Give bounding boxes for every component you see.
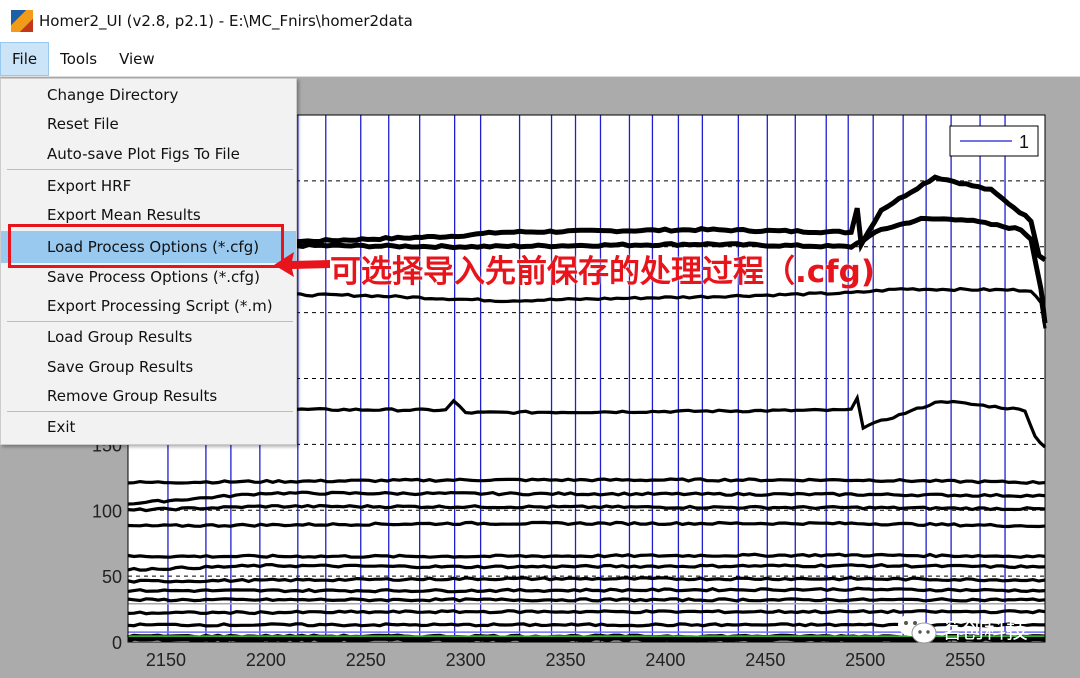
- y-tick-label: 100: [92, 501, 122, 521]
- menu-bar: File Tools View: [0, 42, 1080, 77]
- menu-item-save-group-results[interactable]: Save Group Results: [47, 358, 194, 376]
- menu-separator: [7, 411, 293, 412]
- data-trace: [127, 520, 1046, 529]
- wechat-icon: [898, 614, 937, 644]
- annotation-highlight-box: [8, 224, 284, 268]
- legend-label: 1: [1019, 132, 1029, 152]
- file-menu-dropdown: Change Directory Reset File Auto-save Pl…: [0, 78, 297, 445]
- matlab-app-icon: [11, 10, 33, 32]
- data-trace: [127, 597, 1046, 603]
- data-trace: [127, 552, 1046, 559]
- data-trace: [127, 503, 1046, 513]
- menu-item-auto-save-plot-figs[interactable]: Auto-save Plot Figs To File: [47, 145, 240, 163]
- title-bar: Homer2_UI (v2.8, p2.1) - E:\MC_Fnirs\hom…: [0, 0, 1080, 42]
- data-trace: [127, 609, 1046, 616]
- y-tick-label: 50: [102, 567, 122, 587]
- x-tick-label: 2200: [246, 650, 286, 670]
- menu-item-exit[interactable]: Exit: [47, 418, 76, 436]
- data-trace: [127, 477, 1046, 485]
- watermark-text: 茗创科技: [940, 619, 1029, 644]
- x-tick-label: 2350: [545, 650, 585, 670]
- annotation-arrow-icon: [274, 252, 330, 277]
- data-trace: [127, 562, 1046, 572]
- menu-file[interactable]: File: [0, 42, 50, 76]
- menu-separator: [7, 321, 293, 322]
- x-tick-label: 2450: [745, 650, 785, 670]
- menu-item-remove-group-results[interactable]: Remove Group Results: [47, 387, 218, 405]
- x-tick-label: 2400: [645, 650, 685, 670]
- x-tick-label: 2500: [845, 650, 885, 670]
- x-tick-label: 2300: [446, 650, 486, 670]
- data-trace: [127, 490, 1046, 506]
- data-trace: [127, 622, 1046, 628]
- watermark: 茗创科技: [896, 612, 1028, 646]
- menu-item-save-process-options[interactable]: Save Process Options (*.cfg): [47, 268, 260, 286]
- x-tick-label: 2550: [945, 650, 985, 670]
- menu-item-load-group-results[interactable]: Load Group Results: [47, 328, 193, 346]
- annotation-text: 可选择导入先前保存的处理过程（.cfg): [330, 254, 875, 290]
- data-trace: [127, 586, 1046, 594]
- menu-tools[interactable]: Tools: [60, 50, 98, 68]
- menu-item-change-directory[interactable]: Change Directory: [47, 86, 179, 104]
- y-tick-label: 0: [112, 633, 122, 653]
- menu-item-export-processing-script[interactable]: Export Processing Script (*.m): [47, 297, 273, 315]
- menu-item-export-hrf[interactable]: Export HRF: [47, 177, 132, 195]
- window-title: Homer2_UI (v2.8, p2.1) - E:\MC_Fnirs\hom…: [39, 12, 413, 30]
- menu-item-export-mean-results[interactable]: Export Mean Results: [47, 206, 201, 224]
- x-tick-label: 2250: [346, 650, 386, 670]
- data-trace: [127, 576, 1046, 584]
- data-trace: [127, 633, 1046, 643]
- x-tick-label: 2150: [146, 650, 186, 670]
- menu-item-load-process-options[interactable]: Load Process Options (*.cfg): [1, 231, 296, 263]
- menu-separator: [7, 169, 293, 170]
- menu-item-reset-file[interactable]: Reset File: [47, 115, 119, 133]
- menu-view[interactable]: View: [119, 50, 155, 68]
